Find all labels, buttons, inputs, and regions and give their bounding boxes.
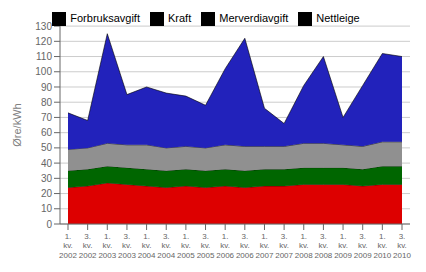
svg-text:1.kv.2004: 1.kv.2004 [138, 232, 156, 259]
svg-text:1.kv.2010: 1.kv.2010 [373, 232, 391, 259]
svg-text:1.kv.2005: 1.kv.2005 [177, 232, 195, 259]
svg-text:1.kv.2003: 1.kv.2003 [98, 232, 116, 259]
svg-text:Øre/kWh: Øre/kWh [11, 103, 23, 146]
svg-text:3.kv.2008: 3.kv.2008 [315, 232, 333, 259]
svg-text:3.kv.2005: 3.kv.2005 [197, 232, 215, 259]
svg-text:80: 80 [41, 97, 53, 108]
svg-text:20: 20 [41, 188, 53, 199]
svg-text:3.kv.2006: 3.kv.2006 [236, 232, 254, 259]
svg-text:110: 110 [36, 51, 52, 62]
svg-text:60: 60 [41, 127, 53, 138]
svg-text:1.kv.2008: 1.kv.2008 [295, 232, 313, 259]
svg-text:1.kv.2009: 1.kv.2009 [334, 232, 352, 259]
svg-text:3.kv.2004: 3.kv.2004 [157, 232, 175, 259]
svg-text:1.kv.2007: 1.kv.2007 [256, 232, 274, 259]
svg-text:3.kv.2009: 3.kv.2009 [354, 232, 372, 259]
svg-text:3.kv.2003: 3.kv.2003 [118, 232, 136, 259]
svg-text:130: 130 [35, 21, 52, 32]
html-text:Kraft: Kraft [168, 12, 192, 24]
svg-text:10: 10 [41, 203, 53, 214]
html-text:Nettleige: Nettleige [316, 12, 360, 24]
html-text:Merverdiavgift: Merverdiavgift [219, 12, 289, 24]
svg-text:30: 30 [41, 173, 53, 184]
svg-text:100: 100 [35, 66, 52, 77]
svg-text:3.kv.2007: 3.kv.2007 [275, 232, 293, 259]
svg-text:70: 70 [41, 112, 53, 123]
html-text:Forbruksavgift: Forbruksavgift [70, 12, 140, 24]
svg-text:40: 40 [41, 158, 53, 169]
svg-text:3.kv.2002: 3.kv.2002 [79, 232, 97, 259]
svg-text:120: 120 [35, 36, 52, 47]
svg-text:90: 90 [41, 82, 53, 93]
svg-text:50: 50 [41, 142, 53, 153]
svg-text:1.kv.2006: 1.kv.2006 [216, 232, 234, 259]
svg-text:0: 0 [46, 219, 52, 230]
svg-text:3.kv.2010: 3.kv.2010 [393, 232, 411, 259]
svg-text:1.kv.2002: 1.kv.2002 [59, 232, 77, 259]
